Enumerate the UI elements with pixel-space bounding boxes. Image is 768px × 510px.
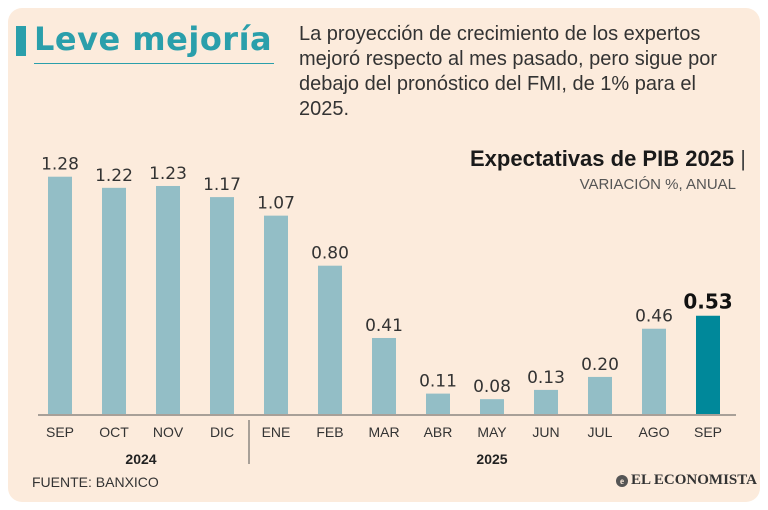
bar-value-label: 1.22 (95, 166, 133, 186)
bar-value-label: 0.08 (473, 377, 511, 397)
bar-mar-6 (372, 337, 396, 414)
bar-nov-2 (156, 185, 180, 414)
bar-feb-5 (318, 265, 342, 414)
x-tick-label: OCT (99, 424, 129, 440)
source-note: FUENTE: BANXICO (32, 474, 159, 490)
x-tick-label: AGO (638, 424, 669, 440)
description-text: La proyección de crecimiento de los expe… (299, 23, 718, 120)
bar-value-label: 0.46 (635, 307, 673, 327)
bar-jun-9 (534, 389, 558, 414)
bar-value-label: 0.11 (419, 372, 457, 392)
bar-value-label: 1.17 (203, 175, 241, 195)
x-tick-label: FEB (316, 424, 343, 440)
bar-value-label: 0.41 (365, 316, 403, 336)
chart-title-separator: | (740, 146, 746, 171)
chart-title: Expectativas de PIB 2025 | (470, 146, 746, 172)
x-tick-label: SEP (694, 424, 722, 440)
bar-value-label: 1.07 (257, 194, 295, 214)
x-tick-label: MAR (368, 424, 399, 440)
title-accent-bar (16, 26, 26, 56)
x-tick-label: ENE (262, 424, 291, 440)
bar-sep-0 (48, 176, 72, 414)
brand-name: EL ECONOMISTA (631, 472, 757, 488)
bar-sep-12 (696, 315, 720, 414)
bar-chart: 1.28 SEP 1.22 OCT 1.23 NOV 1.17 DIC 1.07 ENE 0.80 F… (38, 155, 736, 467)
bar-ene-4 (264, 215, 288, 414)
page-title: Leve mejoría (34, 20, 273, 58)
bar-may-8 (480, 399, 504, 414)
year-group-label: 2024 (125, 451, 156, 467)
bar-abr-7 (426, 393, 450, 414)
bar-value-label: 1.23 (149, 164, 187, 184)
bar-dic-3 (210, 197, 234, 414)
bar-value-label: 1.28 (41, 155, 79, 175)
x-tick-label: JUL (588, 424, 613, 440)
year-group-label: 2025 (476, 451, 507, 467)
x-tick-label: NOV (153, 424, 184, 440)
x-tick-label: MAY (477, 424, 507, 440)
x-tick-label: SEP (46, 424, 74, 440)
bar-oct-1 (102, 187, 126, 414)
x-tick-label: ABR (424, 424, 453, 440)
x-tick-label: JUN (532, 424, 559, 440)
bar-value-label: 0.13 (527, 368, 565, 388)
brand-logo: e EL ECONOMISTA (616, 472, 757, 489)
bar-value-label: 0.80 (311, 244, 349, 264)
bar-value-label: 0.20 (581, 355, 619, 375)
bar-ago-11 (642, 328, 666, 414)
chart-title-text: Expectativas de PIB 2025 (470, 146, 735, 171)
infographic-card: Leve mejoría La proyección de crecimient… (8, 8, 760, 502)
chart-subtitle: VARIACIÓN %, ANUAL (579, 176, 736, 193)
brand-icon: e (616, 474, 628, 487)
x-tick-label: DIC (210, 424, 234, 440)
bar-jul-10 (588, 376, 612, 414)
bar-value-label: 0.53 (683, 290, 732, 314)
title-underline (34, 63, 274, 64)
